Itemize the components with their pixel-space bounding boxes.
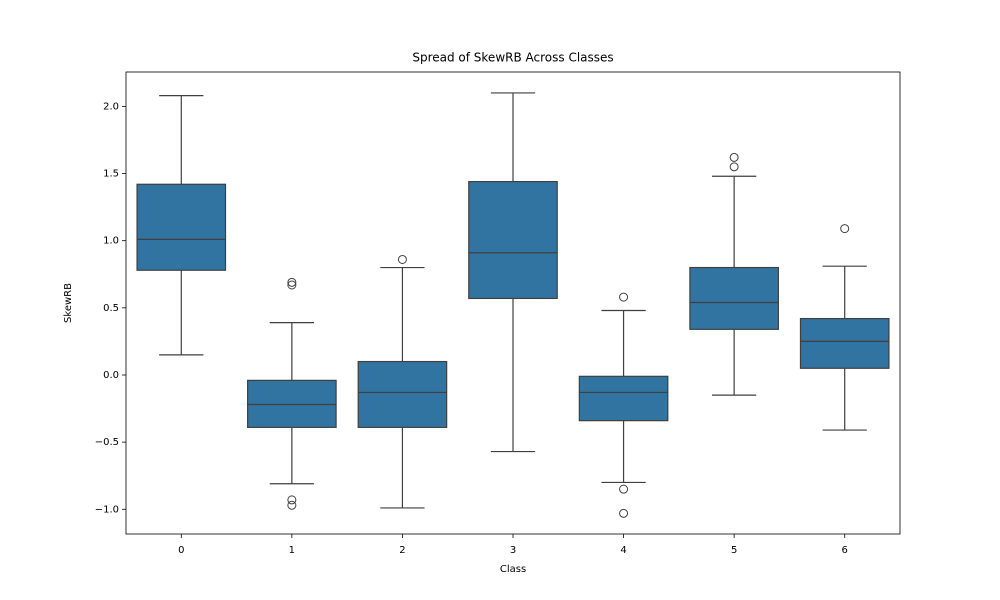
y-tick-label: 0.0 <box>103 370 119 381</box>
y-tick-label: 0.5 <box>103 303 119 314</box>
box <box>799 317 890 369</box>
box <box>136 183 227 271</box>
box <box>689 266 779 330</box>
box <box>578 375 669 422</box>
outlier <box>840 224 850 234</box>
y-tick-label: −0.5 <box>95 437 119 448</box>
outlier <box>287 277 297 287</box>
y-tick-label: −1.0 <box>95 504 119 515</box>
outlier <box>619 508 629 518</box>
x-tick-label: 3 <box>510 545 516 556</box>
x-tick-label: 0 <box>178 545 184 556</box>
x-tick-label: 2 <box>399 545 405 556</box>
outlier <box>287 495 297 505</box>
y-tick-label: 1.0 <box>103 236 119 247</box>
box <box>247 379 337 428</box>
y-axis-label: SkewRB <box>63 283 74 323</box>
x-axis-label: Class <box>500 564 526 575</box>
box <box>468 180 558 300</box>
outlier <box>287 280 297 290</box>
y-tick-label: 2.0 <box>103 101 119 112</box>
chart-title: Spread of SkewRB Across Classes <box>412 51 613 65</box>
outlier <box>729 162 739 172</box>
y-tick-label: 1.5 <box>103 169 119 180</box>
x-tick-label: 6 <box>842 545 848 556</box>
plot-frame <box>125 71 901 535</box>
box <box>357 360 448 428</box>
outlier <box>397 254 407 264</box>
outlier <box>729 152 739 162</box>
outlier <box>619 484 629 494</box>
x-tick-label: 4 <box>620 545 626 556</box>
outlier <box>619 292 629 302</box>
outlier <box>287 500 297 510</box>
x-tick-label: 1 <box>289 545 295 556</box>
x-tick-label: 5 <box>731 545 737 556</box>
